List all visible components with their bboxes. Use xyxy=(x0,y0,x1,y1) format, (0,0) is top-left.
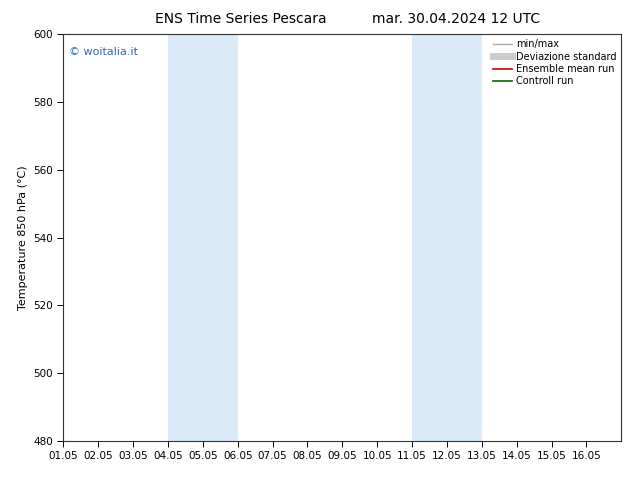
Text: © woitalia.it: © woitalia.it xyxy=(69,47,138,56)
Legend: min/max, Deviazione standard, Ensemble mean run, Controll run: min/max, Deviazione standard, Ensemble m… xyxy=(491,37,618,88)
Bar xyxy=(412,34,482,441)
Text: mar. 30.04.2024 12 UTC: mar. 30.04.2024 12 UTC xyxy=(372,12,541,26)
Text: ENS Time Series Pescara: ENS Time Series Pescara xyxy=(155,12,327,26)
Bar xyxy=(168,34,238,441)
Y-axis label: Temperature 850 hPa (°C): Temperature 850 hPa (°C) xyxy=(18,165,28,310)
